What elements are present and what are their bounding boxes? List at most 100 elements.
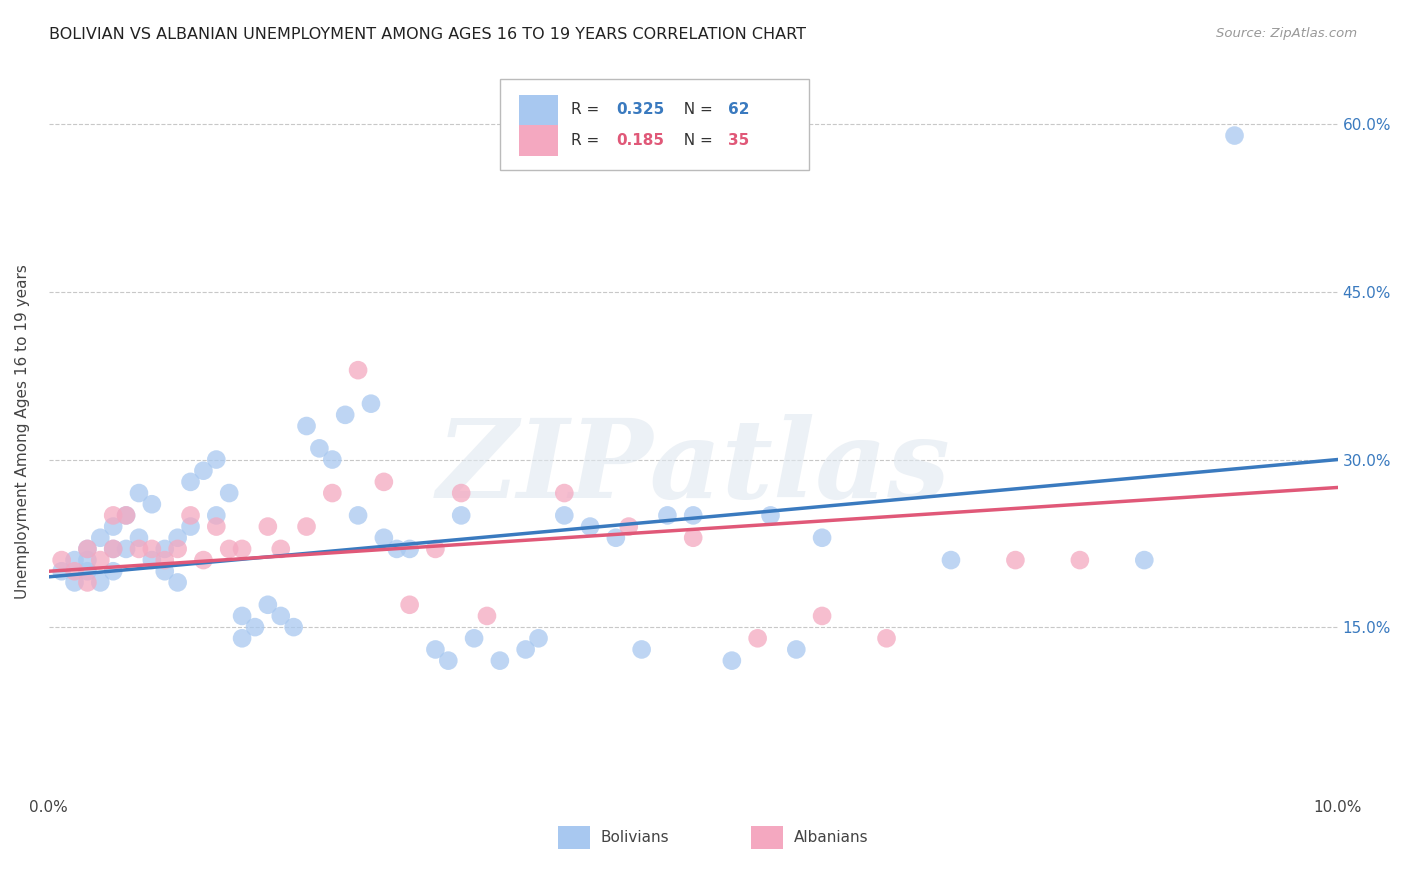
Point	[89, 531, 111, 545]
Point	[1133, 553, 1156, 567]
Point	[153, 564, 176, 578]
Point	[347, 363, 370, 377]
Y-axis label: Unemployment Among Ages 16 to 19 years: Unemployment Among Ages 16 to 19 years	[15, 264, 30, 599]
Text: R =: R =	[571, 133, 603, 148]
Point	[205, 508, 228, 523]
Point	[450, 508, 472, 523]
Point	[103, 541, 125, 556]
Point	[308, 442, 330, 456]
Point	[218, 486, 240, 500]
Point	[385, 541, 408, 556]
Text: R =: R =	[571, 103, 603, 118]
Point	[76, 575, 98, 590]
Text: Albanians: Albanians	[794, 830, 869, 845]
Point	[103, 508, 125, 523]
Text: Bolivians: Bolivians	[600, 830, 669, 845]
Text: 62: 62	[728, 103, 749, 118]
Bar	[519, 125, 558, 156]
Point	[76, 541, 98, 556]
Point	[63, 575, 86, 590]
Point	[141, 541, 163, 556]
Point	[180, 519, 202, 533]
Point	[115, 508, 138, 523]
Point	[335, 408, 357, 422]
Point	[437, 654, 460, 668]
Point	[425, 541, 447, 556]
Text: BOLIVIAN VS ALBANIAN UNEMPLOYMENT AMONG AGES 16 TO 19 YEARS CORRELATION CHART: BOLIVIAN VS ALBANIAN UNEMPLOYMENT AMONG …	[49, 27, 806, 42]
Point	[51, 564, 73, 578]
Bar	[558, 826, 591, 849]
Point	[553, 486, 575, 500]
Point	[103, 519, 125, 533]
Point	[398, 598, 420, 612]
Point	[153, 553, 176, 567]
Point	[682, 508, 704, 523]
Point	[89, 553, 111, 567]
Point	[876, 632, 898, 646]
Point	[76, 541, 98, 556]
Point	[180, 508, 202, 523]
Point	[657, 508, 679, 523]
Point	[785, 642, 807, 657]
Point	[747, 632, 769, 646]
Point	[231, 632, 253, 646]
Point	[605, 531, 627, 545]
Point	[115, 508, 138, 523]
Point	[128, 486, 150, 500]
Point	[373, 475, 395, 489]
Point	[128, 531, 150, 545]
Point	[617, 519, 640, 533]
Point	[193, 553, 215, 567]
Point	[270, 609, 292, 624]
Point	[811, 531, 834, 545]
Text: ZIPatlas: ZIPatlas	[436, 414, 950, 522]
Point	[218, 541, 240, 556]
Text: N =: N =	[673, 133, 717, 148]
Point	[347, 508, 370, 523]
Point	[257, 519, 280, 533]
Point	[166, 541, 188, 556]
Point	[257, 598, 280, 612]
Point	[295, 519, 318, 533]
Point	[373, 531, 395, 545]
Point	[811, 609, 834, 624]
Point	[489, 654, 512, 668]
Point	[193, 464, 215, 478]
Bar	[751, 826, 783, 849]
Point	[475, 609, 498, 624]
Point	[128, 541, 150, 556]
Point	[1069, 553, 1091, 567]
Point	[360, 397, 382, 411]
Point	[243, 620, 266, 634]
Text: Source: ZipAtlas.com: Source: ZipAtlas.com	[1216, 27, 1357, 40]
Point	[398, 541, 420, 556]
Point	[682, 531, 704, 545]
Point	[321, 486, 343, 500]
Text: 0.185: 0.185	[616, 133, 664, 148]
Point	[51, 553, 73, 567]
Point	[553, 508, 575, 523]
Text: 0.325: 0.325	[616, 103, 664, 118]
Point	[166, 575, 188, 590]
Point	[450, 486, 472, 500]
Point	[1223, 128, 1246, 143]
Point	[283, 620, 305, 634]
Point	[141, 497, 163, 511]
Point	[295, 419, 318, 434]
Point	[115, 541, 138, 556]
Point	[515, 642, 537, 657]
Point	[76, 553, 98, 567]
Point	[141, 553, 163, 567]
Point	[205, 452, 228, 467]
Point	[1004, 553, 1026, 567]
Point	[231, 541, 253, 556]
Point	[425, 642, 447, 657]
Point	[103, 564, 125, 578]
Point	[103, 541, 125, 556]
Point	[527, 632, 550, 646]
Point	[63, 553, 86, 567]
Point	[463, 632, 485, 646]
Point	[63, 564, 86, 578]
Text: 35: 35	[728, 133, 749, 148]
Bar	[519, 95, 558, 125]
